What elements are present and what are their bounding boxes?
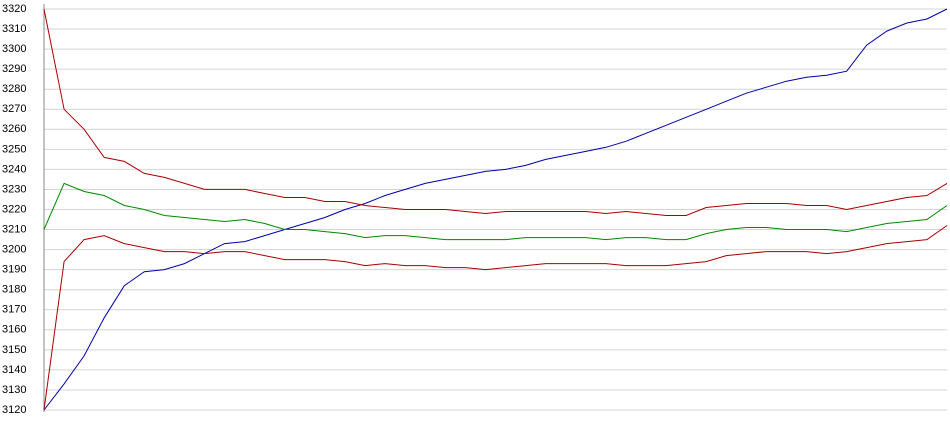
y-tick-label: 3170 — [2, 304, 26, 316]
y-tick-label: 3240 — [2, 163, 26, 175]
series-line — [43, 8, 948, 216]
y-tick-label: 3190 — [2, 264, 26, 276]
series-line — [43, 225, 948, 411]
series-line — [43, 8, 948, 411]
y-tick-label: 3150 — [2, 344, 26, 356]
y-tick-label: 3180 — [2, 284, 26, 296]
y-tick-label: 3210 — [2, 223, 26, 235]
y-tick-label: 3230 — [2, 183, 26, 195]
y-tick-label: 3280 — [2, 83, 26, 95]
series-line — [43, 182, 948, 241]
y-tick-label: 3130 — [2, 384, 26, 396]
y-tick-label: 3120 — [2, 404, 26, 416]
y-tick-label: 3200 — [2, 244, 26, 256]
y-tick-label: 3310 — [2, 23, 26, 35]
y-tick-label: 3320 — [2, 3, 26, 15]
y-tick-label: 3290 — [2, 63, 26, 75]
y-tick-label: 3160 — [2, 324, 26, 336]
y-tick-label: 3300 — [2, 43, 26, 55]
y-tick-label: 3270 — [2, 103, 26, 115]
y-tick-label: 3250 — [2, 143, 26, 155]
y-tick-label: 3220 — [2, 203, 26, 215]
y-tick-label: 3140 — [2, 364, 26, 376]
y-tick-label: 3260 — [2, 123, 26, 135]
